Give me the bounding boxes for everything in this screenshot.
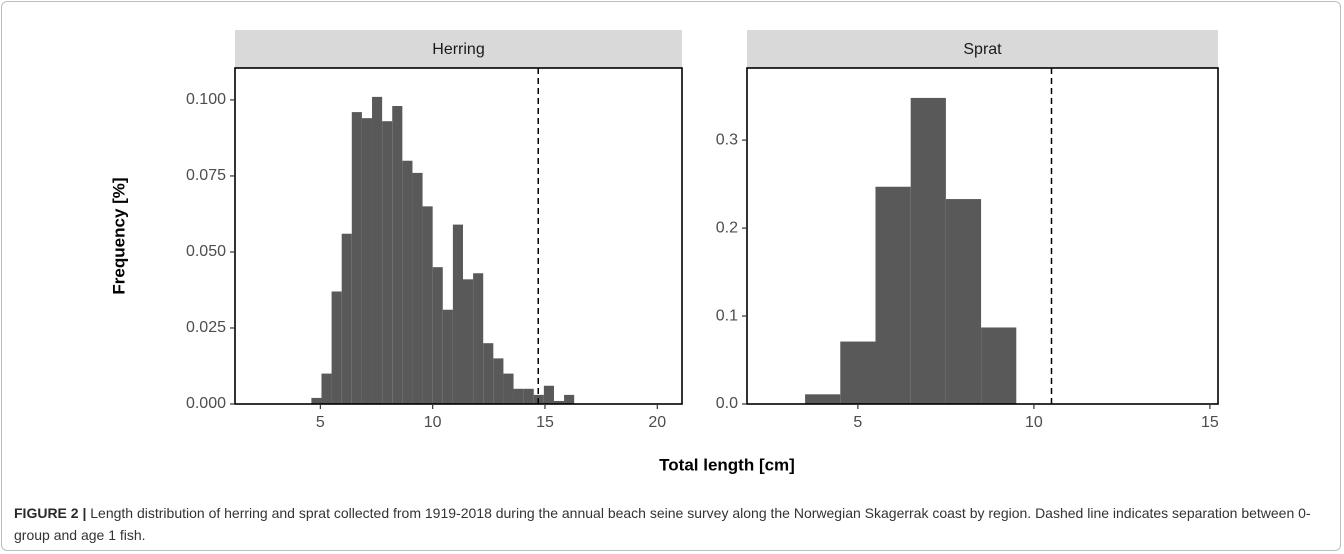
caption-label: FIGURE 2 | bbox=[14, 505, 87, 521]
bar bbox=[412, 172, 423, 404]
bar bbox=[503, 373, 514, 404]
bar bbox=[331, 291, 342, 404]
x-tick-label: 15 bbox=[1201, 414, 1219, 431]
y-tick-label: 0.025 bbox=[186, 319, 226, 336]
bar bbox=[422, 206, 433, 404]
bar bbox=[442, 309, 453, 404]
bar bbox=[981, 327, 1017, 404]
bar bbox=[452, 224, 463, 404]
bar bbox=[402, 160, 413, 404]
bar bbox=[311, 397, 322, 404]
panel-title: Herring bbox=[432, 41, 484, 58]
bar bbox=[553, 400, 565, 404]
bar bbox=[910, 97, 946, 404]
strip bbox=[747, 30, 1218, 68]
y-tick-label: 0.1 bbox=[716, 307, 738, 324]
x-tick-label: 15 bbox=[536, 414, 554, 431]
y-axis-label: Frequency [%] bbox=[109, 177, 128, 294]
bar bbox=[840, 341, 876, 404]
x-tick-label: 5 bbox=[853, 414, 862, 431]
y-tick-label: 0.075 bbox=[186, 167, 226, 184]
caption: FIGURE 2 | Length distribution of herrin… bbox=[14, 502, 1324, 546]
bar bbox=[945, 199, 982, 404]
bar bbox=[543, 385, 554, 404]
y-tick-label: 0.2 bbox=[716, 219, 738, 236]
bar bbox=[473, 273, 484, 404]
bar bbox=[351, 112, 362, 404]
bar bbox=[875, 186, 911, 404]
bar bbox=[392, 106, 403, 405]
y-tick-label: 0.3 bbox=[716, 131, 738, 148]
x-axis-label: Total length [cm] bbox=[659, 455, 795, 474]
y-tick-label: 0.100 bbox=[186, 91, 226, 108]
bar bbox=[483, 343, 494, 404]
y-tick-label: 0.000 bbox=[186, 395, 226, 412]
caption-text: Length distribution of herring and sprat… bbox=[14, 505, 1311, 543]
x-tick-label: 10 bbox=[424, 414, 442, 431]
y-tick-label: 0.050 bbox=[186, 243, 226, 260]
panel-border bbox=[746, 67, 1219, 405]
panel-border bbox=[234, 67, 683, 405]
chart: Frequency [%] Total length [cm] Herring 0… bbox=[109, 30, 1219, 474]
bar bbox=[513, 388, 524, 404]
bar bbox=[341, 233, 352, 404]
bar bbox=[361, 118, 373, 405]
strip bbox=[235, 30, 682, 68]
bar bbox=[372, 96, 383, 405]
x-tick-label: 5 bbox=[316, 414, 325, 431]
bar bbox=[564, 394, 575, 404]
x-tick-label: 10 bbox=[1025, 414, 1043, 431]
panel-title: Sprat bbox=[963, 41, 1002, 58]
bar bbox=[523, 388, 534, 404]
bar bbox=[382, 121, 393, 404]
x-tick-label: 20 bbox=[648, 414, 666, 431]
y-tick-label: 0.0 bbox=[716, 395, 738, 412]
bar bbox=[462, 279, 474, 404]
bar bbox=[321, 373, 332, 404]
bar bbox=[493, 358, 504, 404]
bar bbox=[432, 267, 443, 404]
bar bbox=[805, 394, 841, 404]
